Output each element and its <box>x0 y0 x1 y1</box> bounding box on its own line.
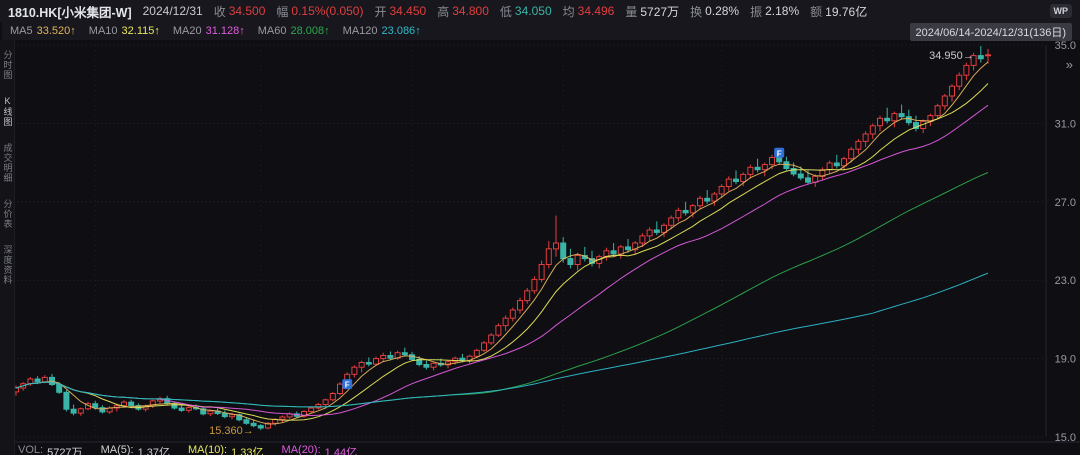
quote-field-high: 高 34.800 <box>437 4 489 19</box>
svg-text:27.0: 27.0 <box>1055 197 1076 209</box>
ma10-legend: MA10 32.115↑ <box>88 25 160 37</box>
quote-field-avg: 均 34.496 <box>562 4 615 19</box>
symbol-title: 1810.HK[小米集团-W] <box>8 5 132 20</box>
quote-field-turnover: 换 0.28% <box>690 4 740 19</box>
vol-value: VOL: 5727万 <box>18 444 83 455</box>
high-price-label: 34.950→ <box>929 50 974 62</box>
expand-chevron-icon[interactable]: » <box>1065 57 1073 72</box>
sidebar-item-depth-info[interactable]: 深度资料 <box>2 245 13 285</box>
quote-header: 1810.HK[小米集团-W] 2024/12/31 收 34.500 幅 0.15… <box>0 0 1080 22</box>
quote-field-amplitude: 振 2.18% <box>750 4 800 19</box>
sidebar-item-kline[interactable]: K线图 <box>2 96 13 127</box>
quote-date: 2024/12/31 <box>142 4 203 18</box>
vol-ma20: MA(20): 1.44亿 <box>281 444 358 455</box>
ma5-legend: MA5 33.520↑ <box>10 25 76 37</box>
y-axis-labels: 35.0 31.0 27.0 23.0 19.0 15.0 <box>1055 40 1076 444</box>
vol-ma5: MA(5): 1.37亿 <box>100 444 170 455</box>
grid <box>0 44 1080 443</box>
svg-text:31.0: 31.0 <box>1055 118 1076 130</box>
ma20-legend: MA20 31.128↑ <box>172 25 245 37</box>
app-logo-badge: WP <box>1049 4 1072 18</box>
date-range-badge[interactable]: 2024/06/14-2024/12/31(136日) <box>909 23 1072 41</box>
annotations: 34.950→ 15.360→ F F <box>209 50 974 437</box>
sidebar: 分时图 K线图 成交明细 分价表 深度资料 <box>0 40 15 455</box>
ma60-legend: MA60 28.008↑ <box>257 25 330 37</box>
event-flag[interactable]: F <box>774 147 785 159</box>
quote-field-open: 开 34.450 <box>374 4 427 19</box>
low-price-label: 15.360→ <box>209 425 254 437</box>
sidebar-item-price-table[interactable]: 分价表 <box>2 199 13 229</box>
quote-field-close: 收 34.500 <box>213 4 266 19</box>
ma-legend: MA5 33.520↑ MA10 32.115↑ MA20 31.128↑ MA60 2… <box>2 22 1080 41</box>
svg-text:35.0: 35.0 <box>1055 40 1076 52</box>
sidebar-item-timeshare[interactable]: 分时图 <box>2 50 13 80</box>
ma-lines <box>15 61 989 425</box>
ma120-legend: MA120 23.086↑ <box>342 25 421 37</box>
svg-text:23.0: 23.0 <box>1055 275 1076 287</box>
svg-text:19.0: 19.0 <box>1055 354 1076 366</box>
candles <box>13 46 991 430</box>
quote-field-amount: 额 19.76亿 <box>810 4 868 19</box>
svg-text:F: F <box>345 381 350 390</box>
sidebar-item-trade-detail[interactable]: 成交明细 <box>2 143 13 183</box>
event-flag[interactable]: F <box>342 379 353 390</box>
svg-text:15.0: 15.0 <box>1055 432 1076 444</box>
svg-text:F: F <box>777 149 782 158</box>
quote-field-volume: 量 5727万 <box>625 4 680 19</box>
vol-ma10: MA(10): 1.33亿 <box>187 444 264 455</box>
volume-pane-header: VOL: 5727万 MA(5): 1.37亿 MA(10): 1.33亿 MA(20… <box>18 444 1080 455</box>
quote-field-low: 低 34.050 <box>499 4 552 19</box>
quote-field-change: 幅 0.15%(0.050) <box>276 4 364 19</box>
